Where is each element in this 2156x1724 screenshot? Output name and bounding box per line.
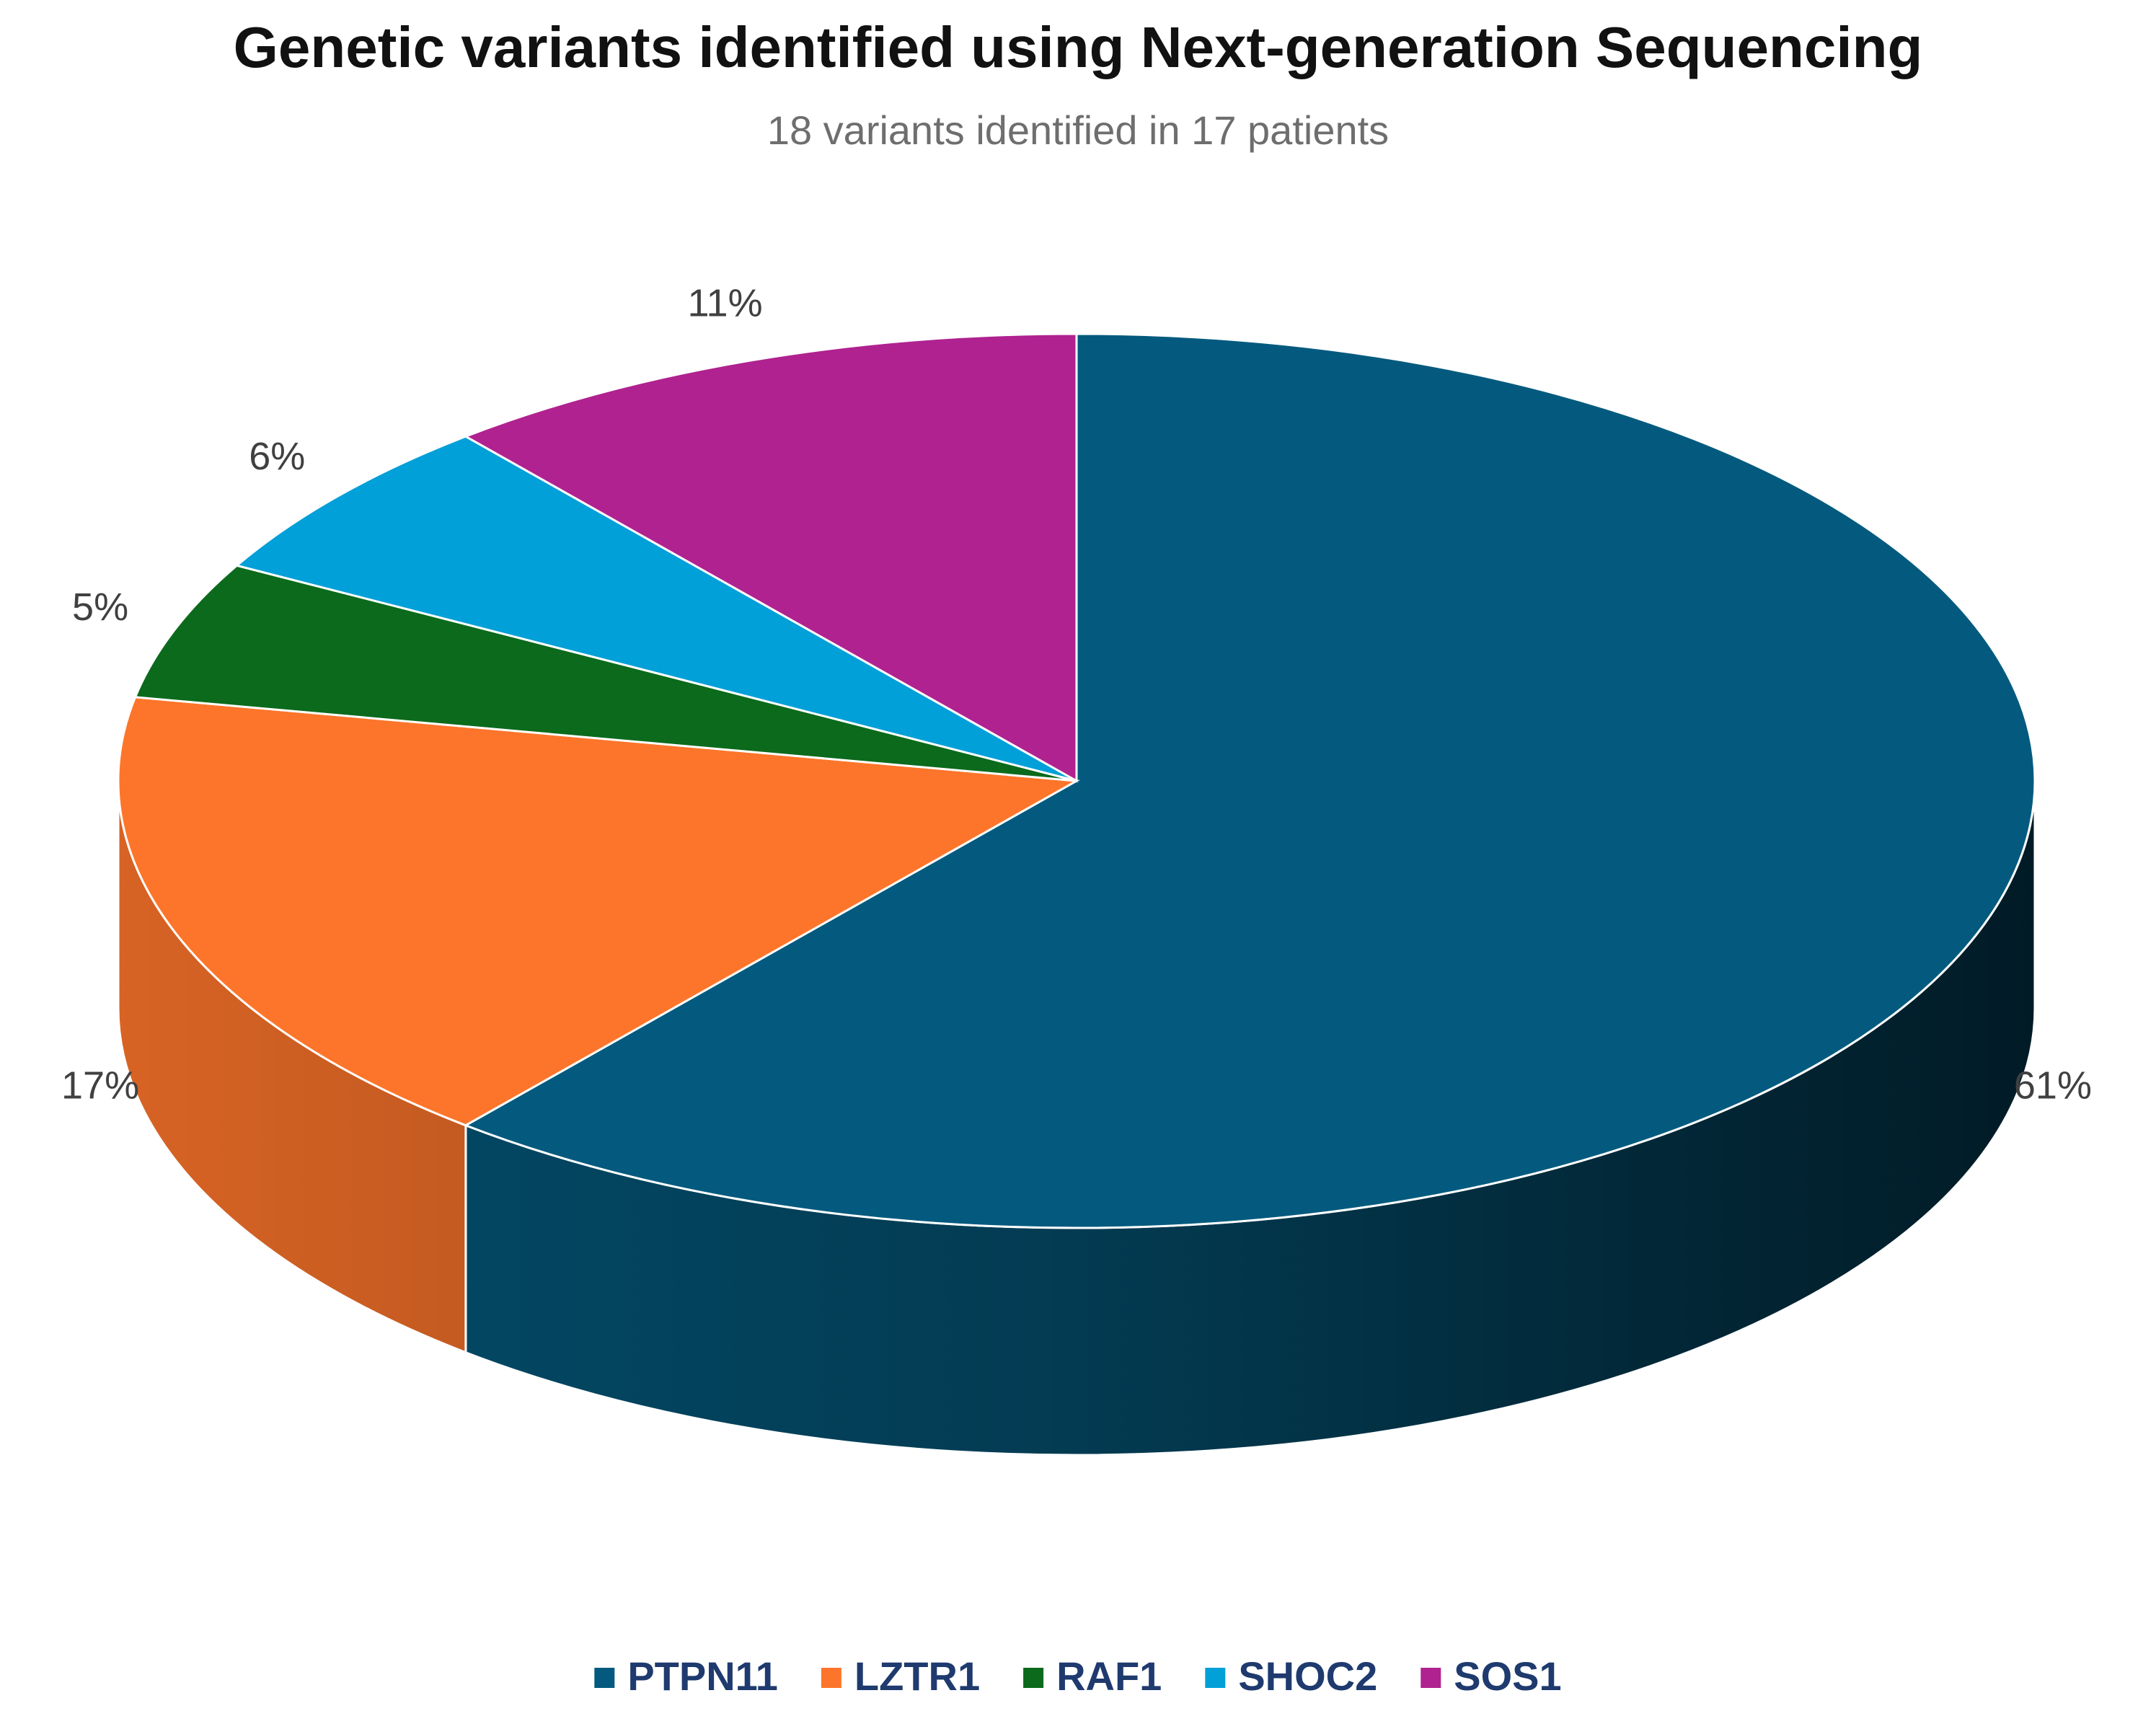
legend-label: LZTR1 — [854, 1653, 980, 1699]
legend-swatch — [594, 1668, 615, 1688]
legend: PTPN11 LZTR1 RAF1 SHOC2 SOS1 — [594, 1653, 1562, 1699]
slice — [234, 435, 1077, 782]
legend-label: RAF1 — [1056, 1653, 1162, 1699]
pie-tops — [117, 332, 2036, 1229]
slice — [133, 564, 1077, 782]
chart-subtitle: 18 variants identified in 17 patients — [767, 107, 1389, 153]
slice — [117, 696, 1080, 1127]
legend-swatch — [1023, 1668, 1044, 1688]
data-label: 5% — [72, 585, 128, 629]
slice — [463, 332, 2036, 1229]
legend-swatch — [1205, 1668, 1226, 1688]
chart-title: Genetic variants identified using Next-g… — [234, 15, 1923, 79]
legend-label: SOS1 — [1454, 1653, 1561, 1699]
legend-swatch — [821, 1668, 841, 1688]
legend-label: PTPN11 — [627, 1653, 778, 1699]
data-label: 17% — [61, 1064, 139, 1107]
data-label: 61% — [2014, 1064, 2092, 1107]
data-label: 6% — [249, 435, 305, 478]
legend-swatch — [1421, 1668, 1441, 1688]
value-labels: 61% 17% 5% 6% 11% — [61, 282, 2092, 1108]
legend-label: SHOC2 — [1238, 1653, 1377, 1699]
data-label: 11% — [688, 282, 763, 325]
slice — [463, 332, 1078, 783]
